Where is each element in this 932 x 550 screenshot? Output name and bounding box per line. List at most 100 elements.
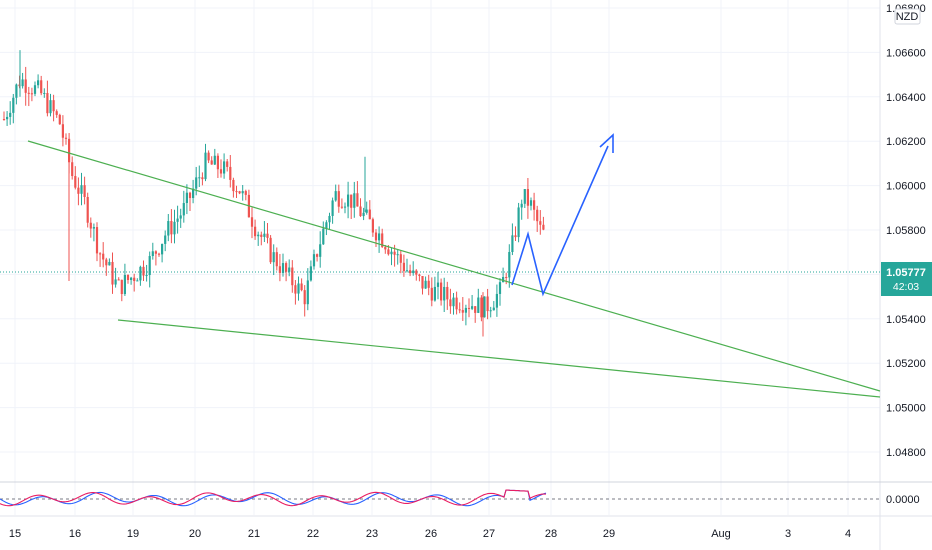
candle-body — [86, 196, 89, 223]
candle-body — [381, 233, 384, 247]
candle-body — [331, 200, 334, 216]
candle-body — [343, 206, 347, 208]
candles-series — [2, 50, 545, 337]
candle-body — [210, 160, 213, 165]
candle-body — [58, 114, 61, 125]
candle-body — [368, 209, 371, 220]
candle-body — [182, 203, 185, 216]
candle-body — [61, 124, 64, 138]
candle-body — [340, 206, 343, 208]
candle-body — [173, 221, 176, 235]
candle-body — [424, 280, 427, 289]
candle-body — [508, 252, 511, 278]
candle-body — [412, 270, 415, 274]
candle-body — [30, 93, 33, 95]
candle-body — [486, 296, 489, 312]
candle-body — [334, 191, 337, 201]
candle-body — [201, 177, 204, 180]
candle-body — [6, 116, 9, 120]
candle-body — [105, 259, 108, 266]
candle-body — [511, 235, 514, 253]
x-tick-label: 21 — [248, 528, 260, 540]
candle-body — [260, 234, 263, 237]
currency-badge-label: NZD — [896, 11, 919, 23]
candle-body — [405, 270, 409, 272]
candle-body — [390, 251, 393, 255]
candle-body — [409, 270, 412, 274]
candle-body — [219, 169, 223, 174]
candle-body — [430, 287, 433, 301]
price-axis[interactable]: 1.048001.050001.052001.054001.056001.058… — [886, 0, 926, 459]
candle-body — [433, 286, 436, 301]
y-tick-label: 1.05000 — [886, 403, 926, 415]
candle-body — [436, 282, 440, 287]
candle-body — [471, 306, 474, 309]
candle-body — [145, 275, 148, 277]
candle-body — [123, 274, 126, 295]
candle-body — [89, 222, 92, 229]
candle-body — [133, 277, 136, 282]
x-tick-label: 16 — [69, 528, 81, 540]
candle-body — [328, 215, 331, 223]
candle-body — [347, 194, 350, 207]
arrow-head — [599, 133, 614, 153]
osc-line — [0, 489, 547, 507]
candle-body — [117, 279, 120, 281]
candle-body — [272, 252, 275, 263]
bar-countdown: 42:03 — [893, 281, 919, 293]
candle-body — [374, 232, 378, 241]
candle-body — [526, 189, 529, 206]
y-tick-label: 1.06000 — [886, 181, 926, 193]
candle-body — [461, 310, 464, 313]
candle-body — [306, 280, 309, 305]
candle-body — [12, 97, 15, 113]
y-tick-label: 1.06200 — [886, 136, 926, 148]
candle-body — [440, 282, 443, 301]
candle-body — [322, 228, 325, 245]
currency-badge[interactable]: NZD — [894, 8, 921, 25]
candle-body — [83, 185, 86, 197]
candle-body — [402, 262, 405, 272]
candle-body — [474, 306, 477, 313]
candle-body — [49, 100, 52, 114]
x-tick-label: 27 — [483, 528, 495, 540]
candle-body — [517, 207, 520, 238]
projection-arrow — [511, 145, 609, 297]
candle-body — [300, 283, 303, 291]
candle-body — [136, 280, 139, 282]
candle-body — [15, 84, 18, 98]
current-price-value: 1.05777 — [886, 267, 926, 279]
candle-body — [130, 277, 133, 281]
y-tick-label: 1.05800 — [886, 225, 926, 237]
y-tick-label: 1.06400 — [886, 92, 926, 104]
candle-body — [396, 254, 399, 256]
candle-body — [362, 212, 365, 217]
candle-body — [356, 193, 359, 207]
candle-body — [139, 266, 142, 281]
candle-body — [325, 222, 328, 229]
candle-body — [492, 307, 495, 311]
x-tick-label: 22 — [307, 528, 319, 540]
candle-body — [120, 279, 123, 295]
candle-body — [520, 203, 523, 208]
candle-body — [319, 244, 322, 257]
candle-body — [195, 177, 198, 189]
candle-body — [55, 111, 58, 115]
oscillator-pane: 0.0000 — [0, 489, 920, 507]
candle-body — [455, 297, 458, 310]
candle-body — [24, 79, 27, 93]
candle-body — [365, 209, 368, 213]
time-axis[interactable]: 15 16 19 20 21 22 23 26 27 28 29 Aug 3 4 — [9, 528, 851, 540]
candle-body — [266, 233, 269, 238]
candle-body — [9, 112, 12, 117]
candle-body — [418, 274, 421, 277]
y-tick-label: 1.05200 — [886, 358, 926, 370]
candle-body — [353, 193, 356, 208]
candle-body — [399, 254, 402, 263]
x-tick-label: 3 — [785, 528, 791, 540]
current-price-label: 1.05777 42:03 — [881, 262, 932, 296]
candle-body — [108, 261, 111, 266]
candle-body — [505, 277, 508, 279]
candle-body — [232, 179, 235, 192]
